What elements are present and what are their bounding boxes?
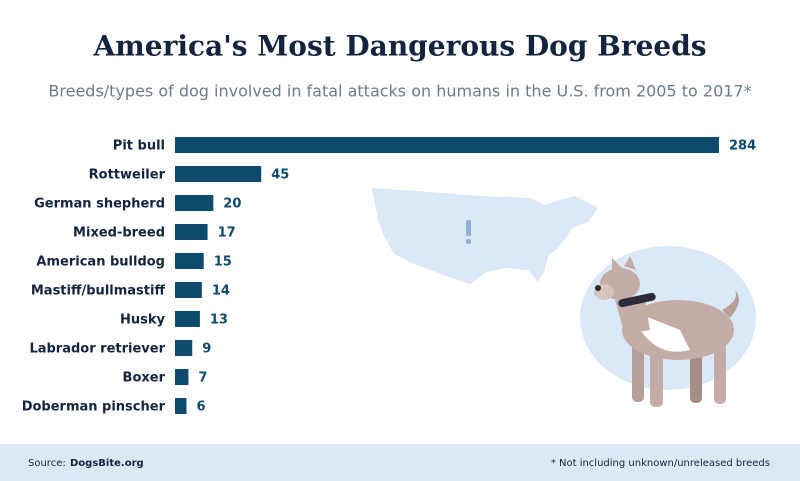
category-label: Rottweiler — [89, 168, 166, 183]
chart-subtitle: Breeds/types of dog involved in fatal at… — [48, 82, 751, 101]
source: DogsBite.org — [70, 458, 144, 469]
bar — [175, 311, 200, 327]
bar — [175, 340, 193, 356]
bar — [175, 166, 262, 182]
category-label: Mixed-breed — [73, 226, 165, 241]
footer-background — [0, 444, 800, 481]
bar — [175, 398, 187, 414]
category-label: German shepherd — [34, 197, 165, 212]
value-label: 284 — [729, 139, 756, 154]
map-mark — [466, 239, 471, 244]
bar — [175, 282, 202, 298]
footnote: * Not including unknown/unreleased breed… — [551, 458, 770, 469]
value-label: 45 — [271, 168, 289, 183]
value-label: 20 — [223, 197, 241, 212]
category-label: Husky — [120, 313, 166, 328]
category-label: Mastiff/bullmastiff — [31, 284, 166, 299]
category-label: Doberman pinscher — [22, 400, 166, 415]
dog-illustration — [580, 246, 756, 407]
map-illustration — [372, 188, 598, 284]
bar — [175, 195, 214, 211]
value-label: 6 — [196, 400, 205, 415]
bar — [175, 224, 208, 240]
bar — [175, 137, 719, 153]
category-label: Pit bull — [113, 139, 165, 154]
value-label: 15 — [214, 255, 232, 270]
value-label: 13 — [210, 313, 228, 328]
map-mark — [466, 220, 471, 236]
category-label: American bulldog — [36, 255, 165, 270]
source-label: Source: — [28, 458, 66, 469]
value-label: 7 — [198, 371, 207, 386]
category-label: Boxer — [123, 371, 166, 386]
category-label: Labrador retriever — [29, 342, 165, 357]
value-label: 14 — [212, 284, 230, 299]
bar — [175, 253, 204, 269]
chart-title: America's Most Dangerous Dog Breeds — [92, 30, 706, 63]
value-label: 17 — [218, 226, 236, 241]
value-label: 9 — [202, 342, 211, 357]
bar — [175, 369, 189, 385]
